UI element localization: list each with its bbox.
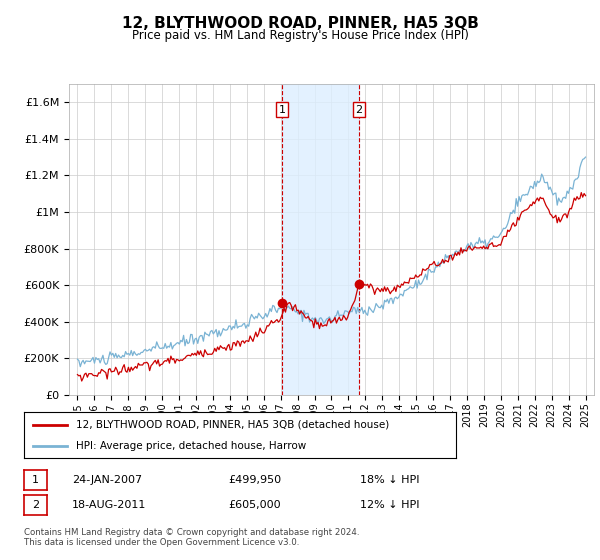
- Text: 18% ↓ HPI: 18% ↓ HPI: [360, 475, 419, 485]
- Text: 2: 2: [32, 500, 39, 510]
- Bar: [282, 84, 359, 395]
- Text: 12, BLYTHWOOD ROAD, PINNER, HA5 3QB (detached house): 12, BLYTHWOOD ROAD, PINNER, HA5 3QB (det…: [76, 419, 389, 430]
- Text: 2: 2: [356, 105, 362, 115]
- Text: 1: 1: [32, 475, 39, 485]
- Text: 12% ↓ HPI: 12% ↓ HPI: [360, 500, 419, 510]
- Text: HPI: Average price, detached house, Harrow: HPI: Average price, detached house, Harr…: [76, 441, 306, 451]
- Text: Price paid vs. HM Land Registry's House Price Index (HPI): Price paid vs. HM Land Registry's House …: [131, 29, 469, 42]
- Text: 18-AUG-2011: 18-AUG-2011: [72, 500, 146, 510]
- Text: 12, BLYTHWOOD ROAD, PINNER, HA5 3QB: 12, BLYTHWOOD ROAD, PINNER, HA5 3QB: [122, 16, 478, 31]
- Text: £499,950: £499,950: [228, 475, 281, 485]
- Text: Contains HM Land Registry data © Crown copyright and database right 2024.
This d: Contains HM Land Registry data © Crown c…: [24, 528, 359, 547]
- Text: 1: 1: [278, 105, 286, 115]
- Text: £605,000: £605,000: [228, 500, 281, 510]
- Text: 24-JAN-2007: 24-JAN-2007: [72, 475, 142, 485]
